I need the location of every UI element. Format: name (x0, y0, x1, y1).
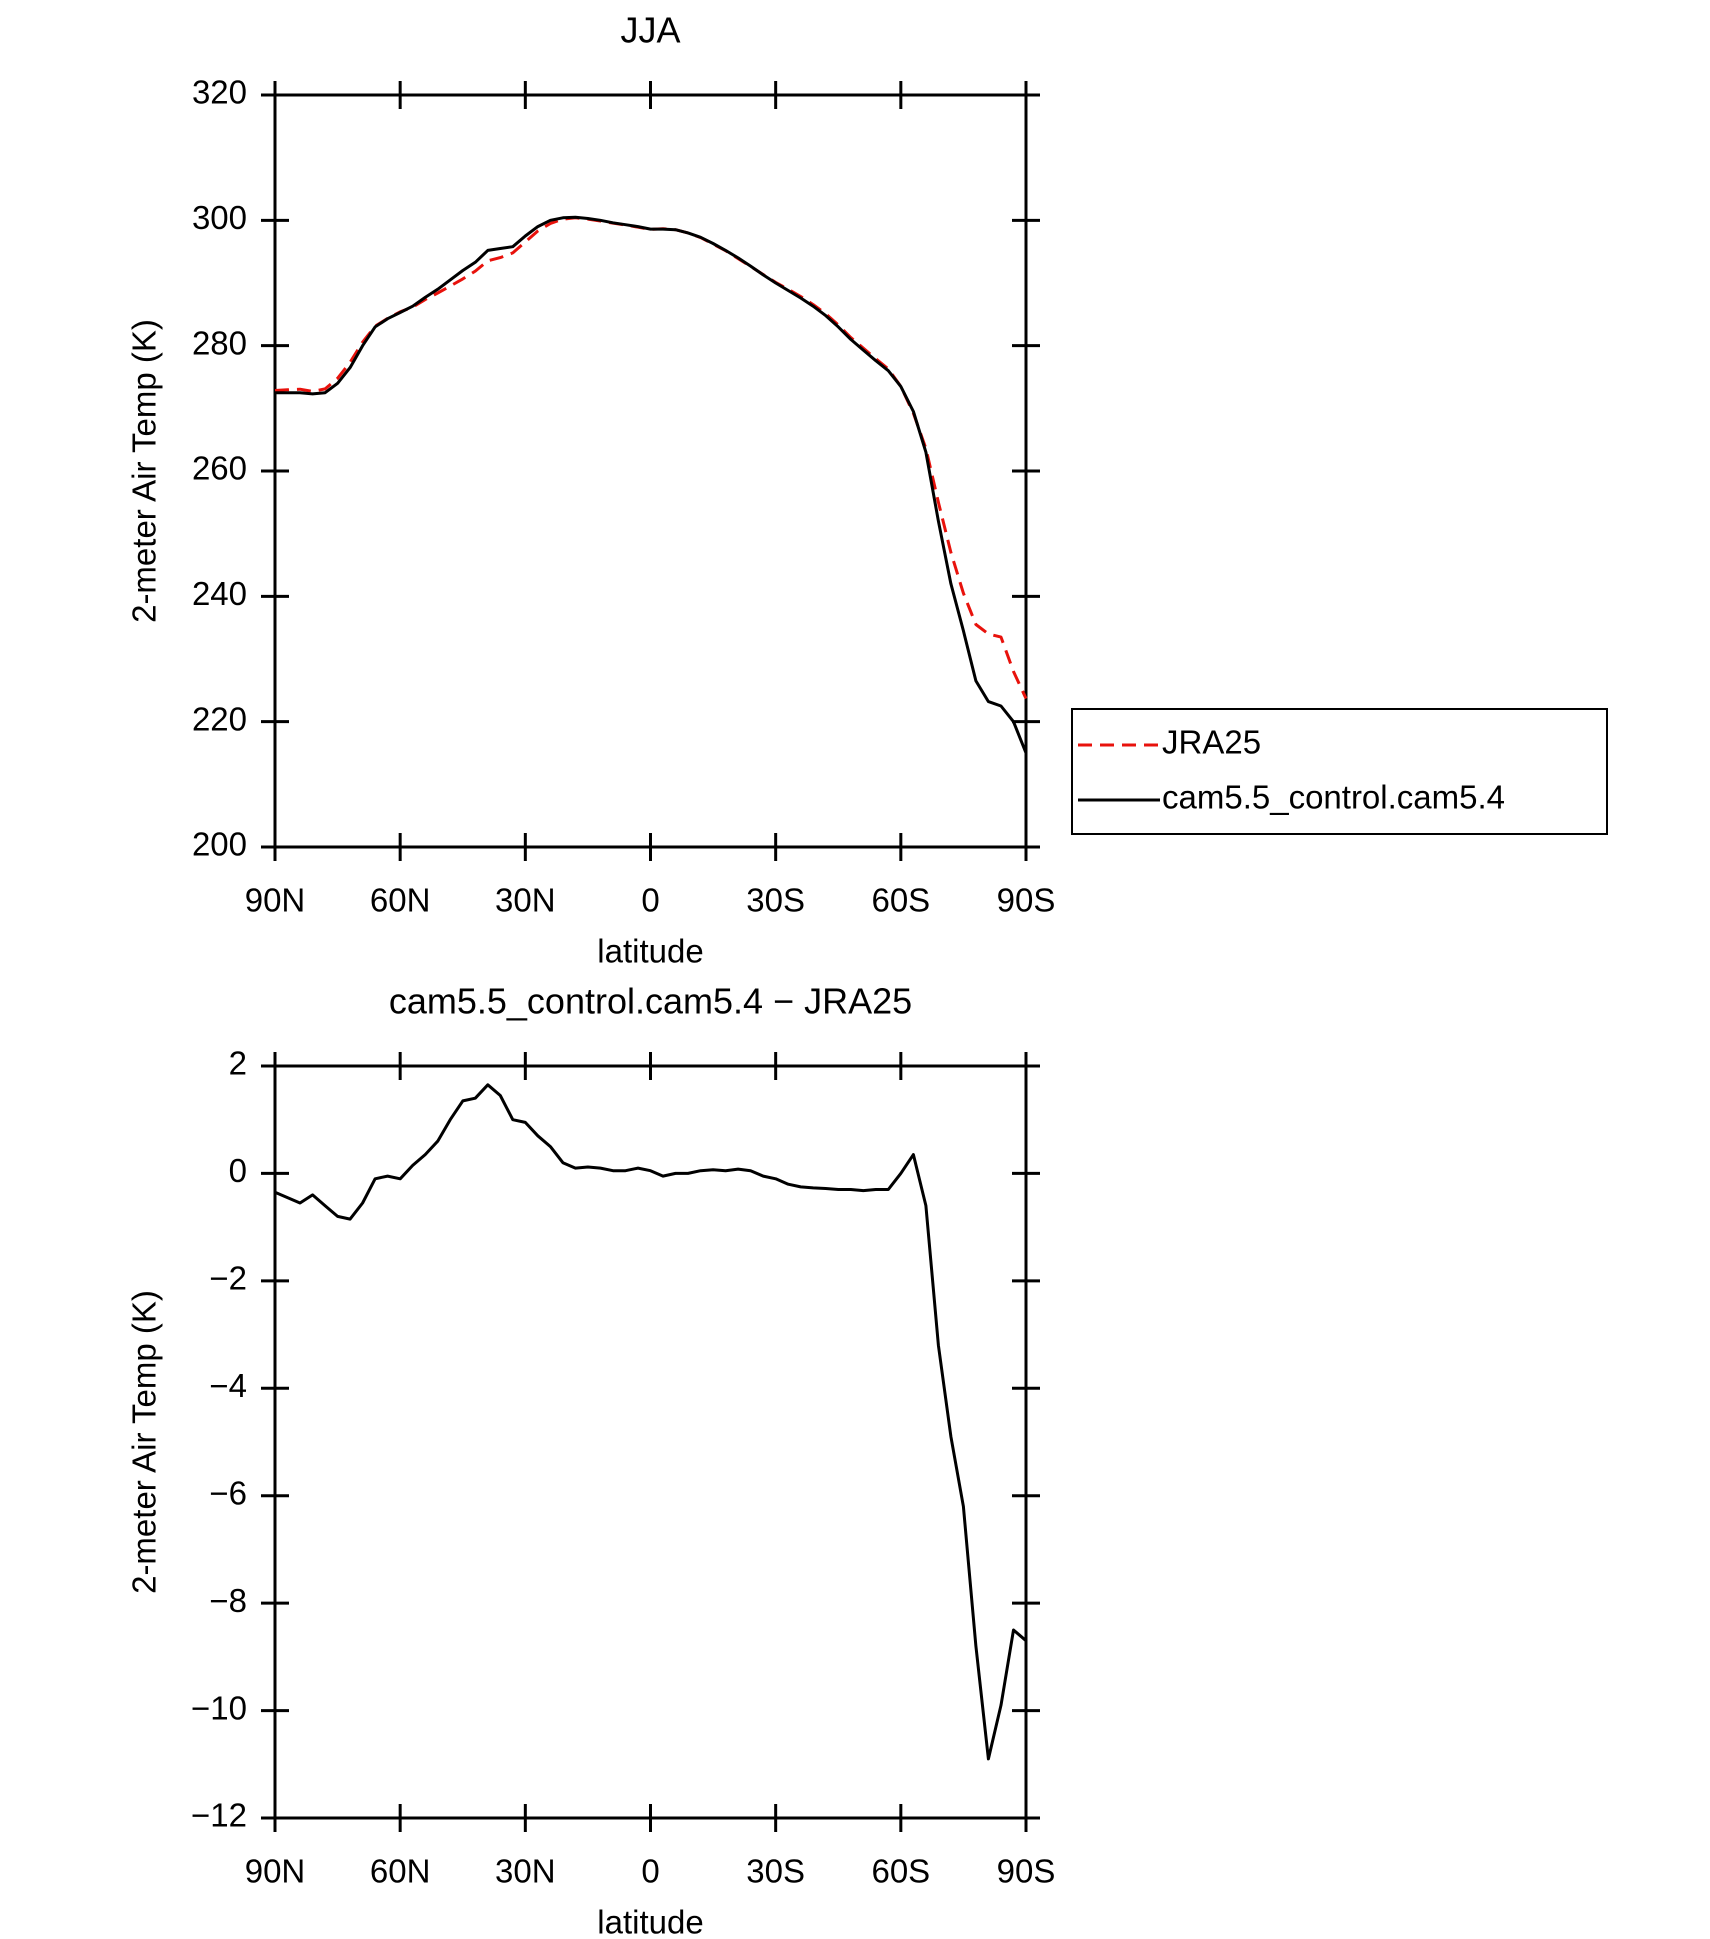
y-tick-label: 220 (192, 700, 247, 737)
x-tick-label: 30S (746, 1853, 805, 1890)
y-tick-label: −8 (209, 1582, 247, 1619)
x-tick-label: 90N (245, 1853, 306, 1890)
x-tick-label: 60S (871, 1853, 930, 1890)
y-tick-label: 300 (192, 199, 247, 236)
chart-title: JJA (620, 10, 680, 51)
x-tick-label: 60N (370, 882, 431, 919)
legend-label: JRA25 (1162, 724, 1261, 761)
x-tick-label: 90S (997, 882, 1056, 919)
x-tick-label: 30S (746, 882, 805, 919)
y-axis-label: 2-meter Air Temp (K) (126, 1290, 163, 1594)
y-tick-label: 280 (192, 324, 247, 361)
x-tick-label: 0 (641, 882, 659, 919)
x-tick-label: 60S (871, 882, 930, 919)
x-tick-label: 90S (997, 1853, 1056, 1890)
chart-title: cam5.5_control.cam5.4 − JRA25 (389, 981, 912, 1022)
x-tick-label: 90N (245, 882, 306, 919)
y-tick-label: 200 (192, 826, 247, 863)
x-tick-label: 0 (641, 1853, 659, 1890)
x-axis-label: latitude (597, 933, 703, 970)
data-line (274, 1083, 1027, 1761)
y-tick-label: 260 (192, 450, 247, 487)
x-tick-label: 30N (495, 1853, 556, 1890)
y-tick-label: 0 (229, 1152, 247, 1189)
y-axis-label: 2-meter Air Temp (K) (126, 319, 163, 623)
plot-frame (273, 1064, 1028, 1820)
y-tick-label: 2 (229, 1045, 247, 1082)
x-tick-label: 60N (370, 1853, 431, 1890)
plot-frame (273, 93, 1028, 849)
legend-label: cam5.5_control.cam5.4 (1162, 779, 1505, 816)
y-tick-label: −10 (191, 1689, 247, 1726)
x-axis-label: latitude (597, 1904, 703, 1939)
y-tick-label: 320 (192, 74, 247, 111)
y-tick-label: −2 (209, 1260, 247, 1297)
data-line (274, 216, 1028, 700)
legend-box (1071, 708, 1608, 835)
y-tick-label: −4 (209, 1367, 247, 1404)
y-tick-label: 240 (192, 575, 247, 612)
y-tick-label: −6 (209, 1474, 247, 1511)
x-tick-label: 30N (495, 882, 556, 919)
y-tick-label: −12 (191, 1797, 247, 1834)
data-line (275, 215, 1028, 754)
